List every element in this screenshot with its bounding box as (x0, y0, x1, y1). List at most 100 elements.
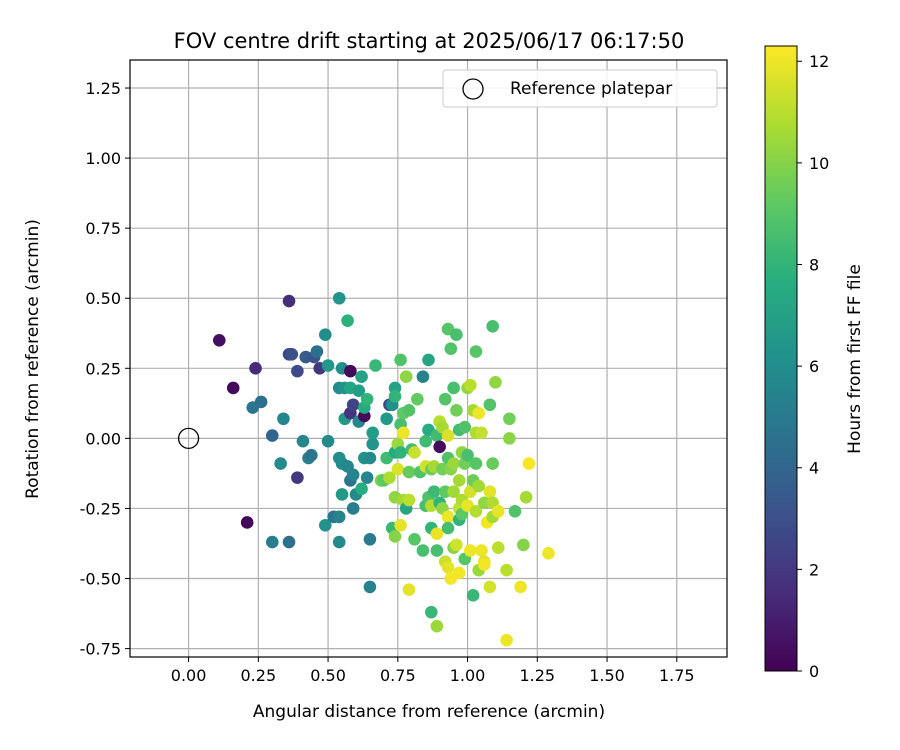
colorbar-tick-label: 10 (809, 154, 829, 173)
data-point (427, 485, 441, 498)
data-point (282, 294, 296, 308)
data-point (360, 471, 374, 484)
data-point (452, 474, 466, 487)
y-tick-label: 1.25 (85, 79, 121, 98)
data-point (402, 583, 416, 597)
data-point (274, 457, 287, 470)
data-point (430, 527, 444, 540)
legend: Reference platepar (442, 69, 718, 108)
data-point (282, 535, 296, 549)
data-point (394, 353, 407, 367)
data-point (399, 370, 413, 384)
data-point (450, 328, 463, 341)
data-point (461, 448, 474, 462)
reference-platepar-marker (177, 427, 200, 450)
y-tick-label: 1.00 (85, 149, 121, 168)
x-tick-label: 1.00 (450, 666, 486, 685)
data-point (503, 432, 516, 445)
y-tick-label: 0.00 (85, 429, 121, 448)
data-point (464, 378, 477, 392)
data-point (483, 398, 497, 412)
data-point (394, 446, 407, 459)
data-point (441, 429, 455, 442)
data-point (469, 504, 483, 518)
data-point (383, 471, 396, 484)
data-point (346, 502, 360, 515)
data-point (441, 561, 455, 574)
data-point (291, 364, 304, 378)
data-point (500, 633, 513, 647)
data-point (341, 314, 354, 327)
data-point (475, 426, 488, 440)
y-tick-label: 0.50 (85, 289, 121, 308)
data-point (277, 412, 290, 426)
data-point (402, 404, 416, 417)
data-point (503, 412, 516, 426)
data-point (466, 589, 480, 602)
data-point (360, 392, 374, 406)
data-point (318, 518, 332, 532)
x-tick-label: 0.00 (171, 666, 207, 685)
y-tick-label: -0.25 (80, 499, 121, 518)
data-point (254, 395, 268, 409)
data-point (346, 468, 360, 482)
data-point (321, 434, 335, 448)
y-tick-label: -0.50 (80, 570, 121, 589)
data-point (419, 434, 433, 448)
data-point (475, 544, 488, 557)
colorbar-ticks: 0 2 4 6 8 10 12 (797, 52, 829, 681)
data-point (321, 359, 335, 372)
x-tick-label: 0.50 (310, 666, 346, 685)
data-point (486, 457, 499, 470)
data-point (450, 404, 463, 417)
y-axis-label: Rotation from reference (arcmin) (23, 219, 43, 499)
data-point (397, 426, 410, 440)
data-point (517, 538, 530, 552)
data-point (500, 563, 513, 577)
data-point (469, 457, 483, 470)
data-point (249, 362, 262, 375)
data-point (344, 364, 357, 378)
legend-reference-marker (462, 78, 484, 100)
data-point (408, 532, 421, 546)
data-point (416, 544, 430, 557)
legend-entry-reference: Reference platepar (510, 79, 672, 99)
data-point (522, 457, 536, 470)
colorbar-tick-label: 2 (809, 560, 819, 579)
legend-box (442, 69, 718, 108)
x-tick-label: 1.50 (589, 666, 625, 685)
data-point (335, 488, 349, 501)
data-point (366, 437, 380, 451)
colorbar-tick-label: 6 (809, 357, 819, 376)
data-point (332, 510, 346, 524)
data-point (332, 535, 346, 549)
colorbar-tick-label: 12 (809, 52, 829, 71)
data-point (355, 482, 368, 496)
plot-frame (129, 59, 728, 658)
x-axis-ticks: 0.00 0.25 0.50 0.75 1.00 1.25 1.50 1.75 (171, 657, 695, 685)
y-tick-label: 0.75 (85, 219, 121, 238)
data-point (363, 451, 377, 465)
x-axis-label: Angular distance from reference (arcmin) (253, 702, 605, 722)
data-point (469, 345, 483, 358)
data-point (430, 544, 444, 557)
data-point (310, 345, 324, 358)
x-tick-label: 0.25 (241, 666, 277, 685)
data-point (430, 619, 444, 633)
data-point (472, 479, 486, 493)
data-point (212, 333, 226, 347)
x-tick-label: 0.75 (380, 666, 416, 685)
data-point (305, 448, 318, 462)
data-point (452, 566, 466, 580)
colorbar-tick-label: 8 (809, 255, 819, 274)
y-tick-label: 0.25 (85, 359, 121, 378)
data-point (491, 541, 505, 554)
data-point (441, 510, 455, 524)
data-point (441, 521, 455, 535)
data-point (355, 370, 368, 384)
data-point (391, 462, 405, 476)
data-point (388, 390, 402, 403)
data-point (491, 504, 505, 518)
data-point (458, 420, 472, 434)
data-point (226, 381, 240, 395)
